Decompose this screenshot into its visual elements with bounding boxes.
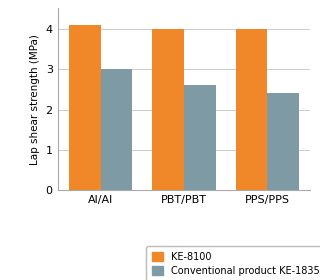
Legend: KE-8100, Conventional product KE-1835-S: KE-8100, Conventional product KE-1835-S: [146, 246, 320, 280]
Bar: [101, 69, 132, 190]
Bar: [236, 29, 267, 190]
Bar: [184, 85, 216, 190]
Bar: [267, 93, 299, 190]
Bar: [69, 25, 101, 190]
Bar: [152, 29, 184, 190]
Y-axis label: Lap shear strength (MPa): Lap shear strength (MPa): [30, 34, 40, 165]
